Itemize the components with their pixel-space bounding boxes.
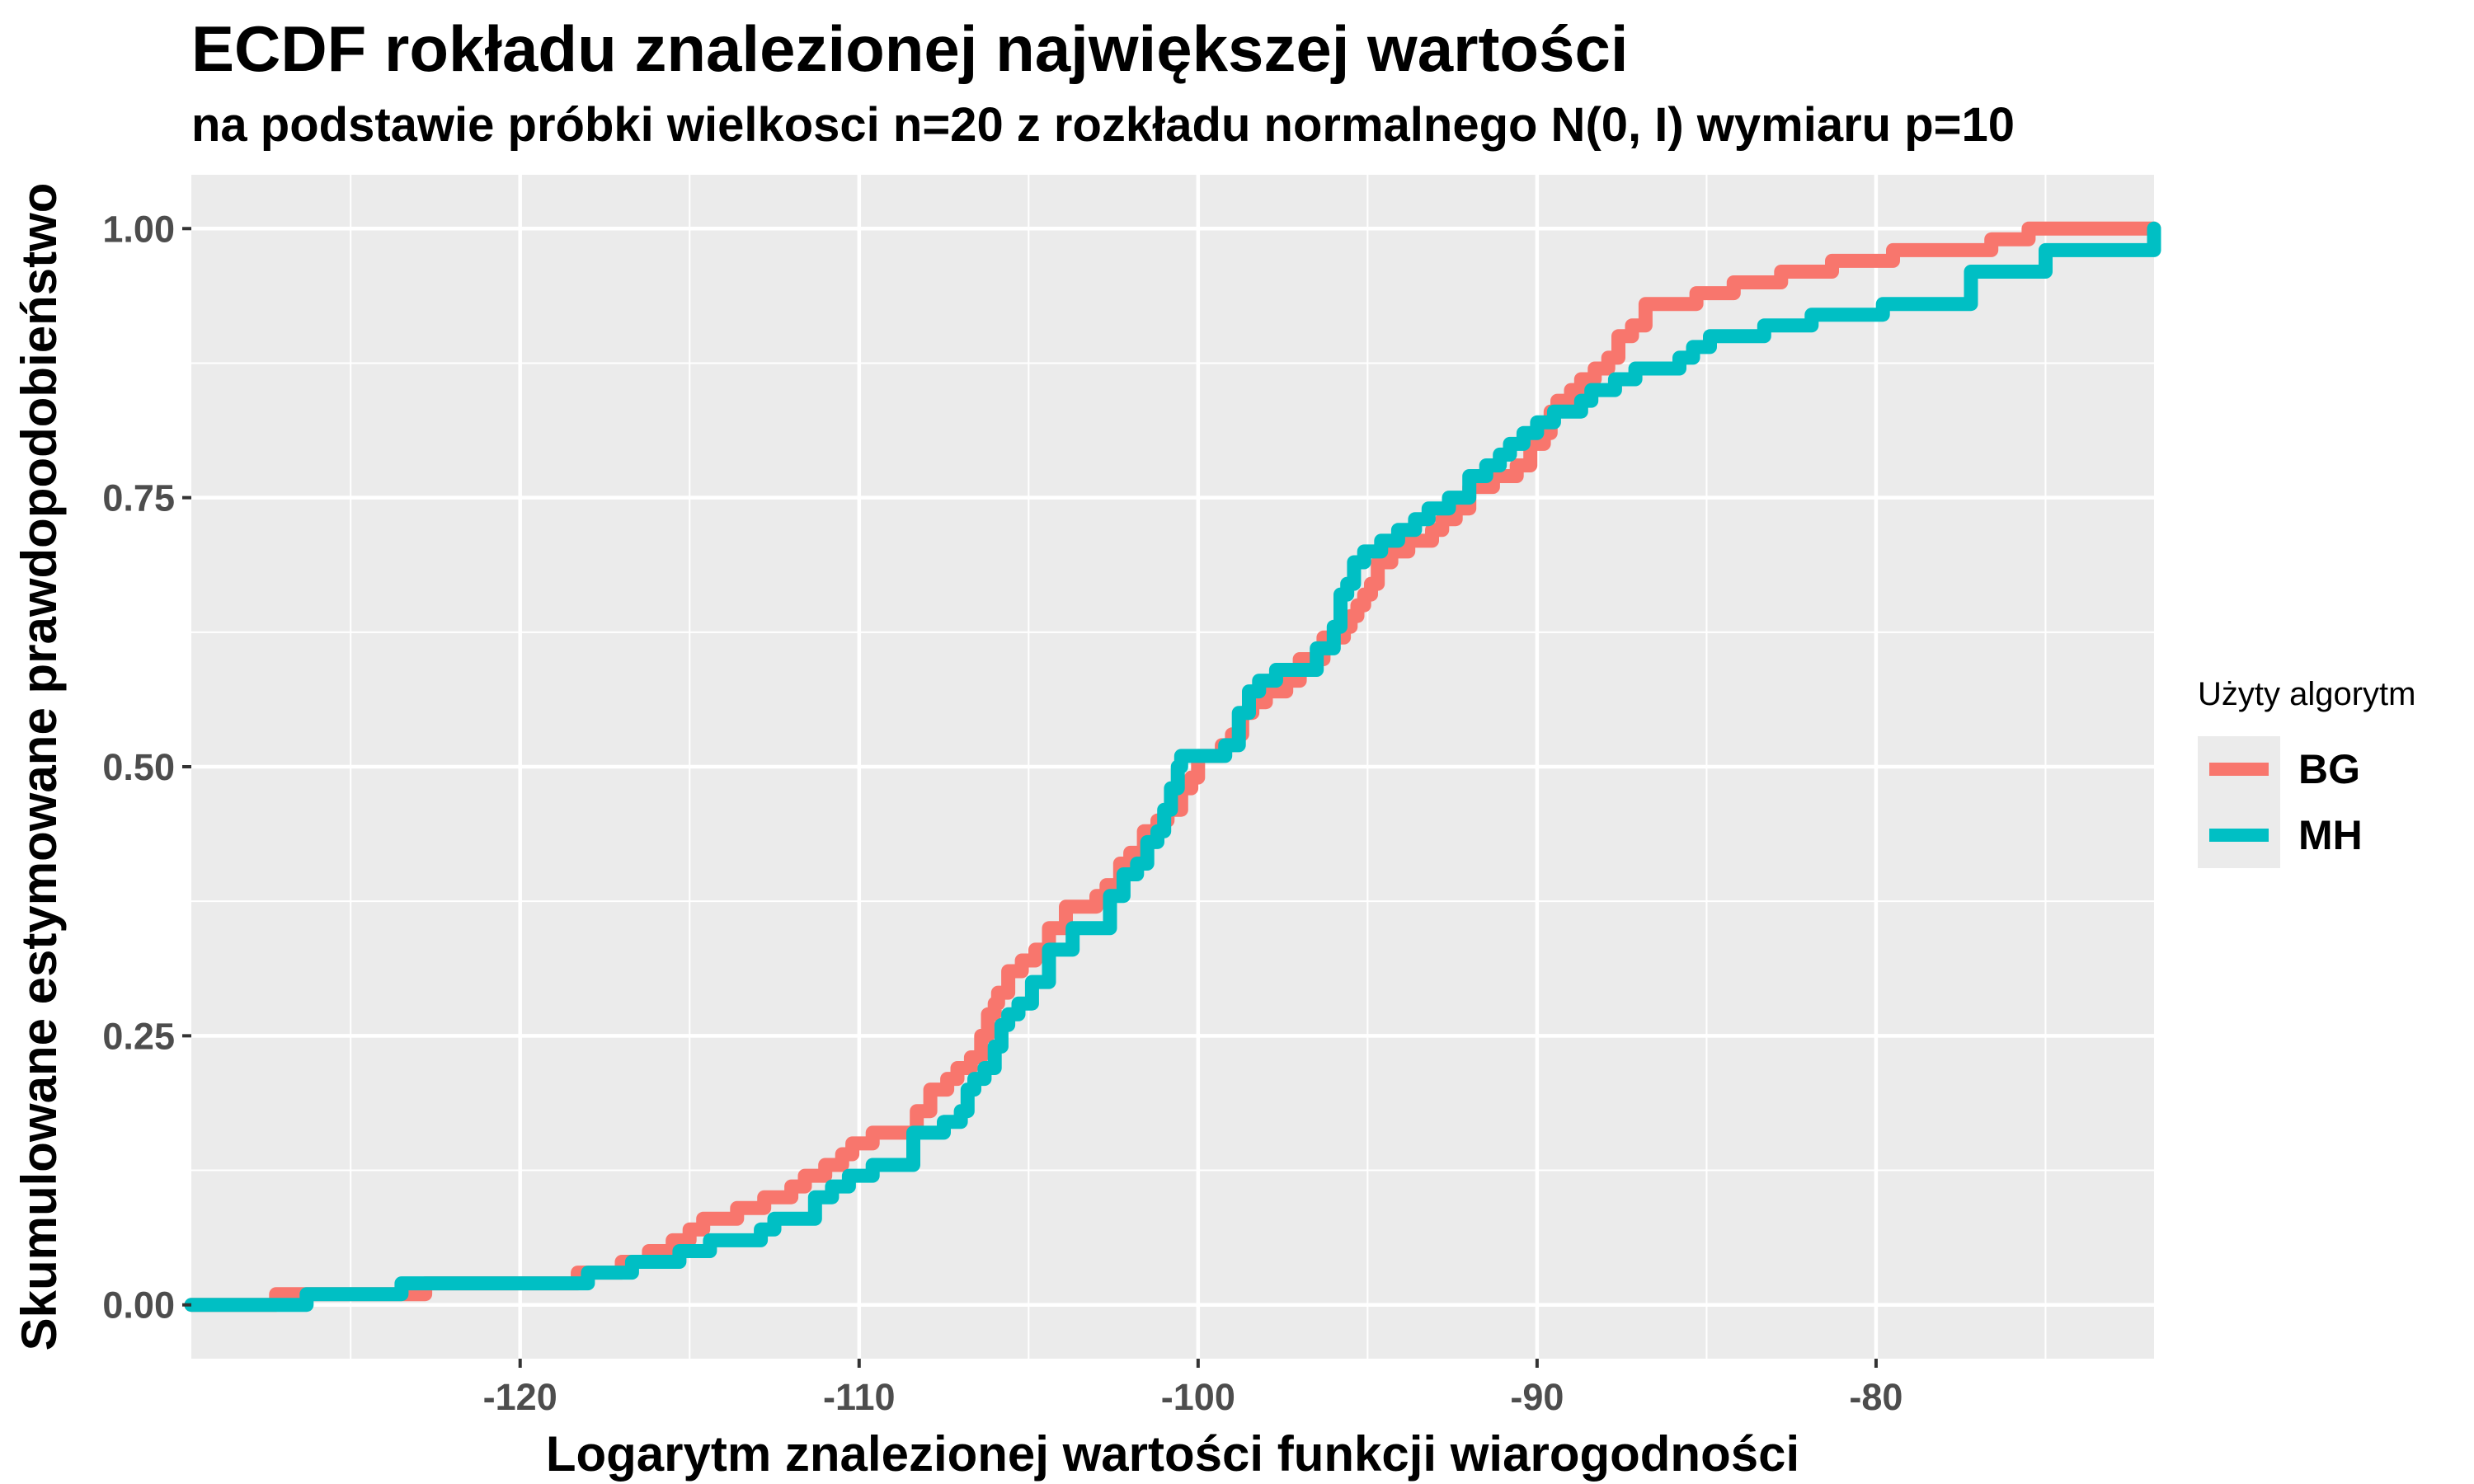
y-axis-title: Skumulowane estymowane prawdopodobieństw… (12, 183, 67, 1351)
legend-title: Użyty algorytm (2198, 676, 2416, 712)
legend-item-bg: BG (2198, 736, 2416, 802)
x-tick-label: -110 (823, 1376, 896, 1418)
y-tick-label: 0.00 (102, 1284, 175, 1327)
legend-key-mh (2198, 802, 2280, 868)
chart-title: ECDF rokładu znalezionej największej war… (191, 12, 1629, 85)
chart-subtitle: na podstawie próbki wielkosci n=20 z roz… (191, 98, 2015, 152)
grid-lines (191, 175, 2154, 1359)
series-line-mh (184, 221, 2161, 1313)
legend-label-mh: MH (2298, 812, 2363, 858)
x-tick-label: -100 (1161, 1376, 1235, 1418)
y-tick-label: 0.25 (102, 1015, 175, 1057)
x-axis-title: Logarytm znalezionej wartości funkcji wi… (546, 1426, 1799, 1482)
legend-label-bg: BG (2298, 746, 2360, 792)
legend-key-bg (2198, 736, 2280, 802)
x-tick-label: -90 (1510, 1376, 1564, 1418)
legend: Użyty algorytm BG MH (2198, 676, 2416, 868)
legend-swatch-mh (2209, 829, 2269, 842)
series-lines (184, 221, 2161, 1313)
x-tick-label: -120 (483, 1376, 557, 1418)
legend-item-mh: MH (2198, 802, 2416, 868)
y-tick-label: 0.50 (102, 746, 175, 788)
legend-swatch-bg (2209, 763, 2269, 776)
x-tick-label: -80 (1849, 1376, 1903, 1418)
y-tick-label: 1.00 (102, 208, 175, 250)
y-tick-label: 0.75 (102, 477, 175, 519)
axis-ticks: -120 -110 -100 -90 -80 0.00 0.25 0.50 0.75 1.00 (102, 208, 1903, 1418)
